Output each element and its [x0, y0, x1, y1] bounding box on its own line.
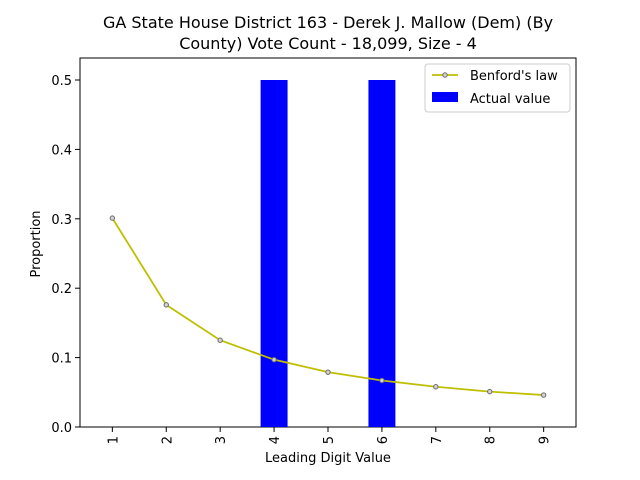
benford-point-digit-3: [217, 337, 223, 343]
legend-bar-swatch: [432, 92, 458, 102]
legend: Benford's law Actual value: [424, 63, 571, 113]
y-tick-label: 0.4: [51, 143, 72, 158]
benford-line: [111, 217, 544, 396]
x-tick-label: 3: [214, 436, 229, 444]
x-tick-label: 1: [106, 436, 121, 444]
benford-point-digit-8: [487, 388, 493, 395]
chart-title-line-1: GA State House District 163 - Derek J. M…: [103, 13, 553, 32]
legend-line-marker: [442, 72, 448, 78]
y-tick-label: 0.0: [51, 421, 72, 436]
legend-label-benford: Benford's law: [470, 69, 558, 84]
benford-point-digit-1: [109, 215, 116, 221]
legend-frame: [424, 63, 571, 113]
x-tick-label: 9: [538, 436, 553, 444]
chart-title-line-2: County) Vote Count - 18,099, Size - 4: [179, 34, 477, 53]
y-tick-label: 0.5: [51, 74, 72, 89]
benford-point-digit-6: [379, 377, 385, 384]
bar-series: [260, 80, 396, 427]
benford-point-digit-7: [433, 384, 439, 390]
y-tick-label: 0.2: [51, 282, 72, 297]
bar-digit-4: [260, 80, 288, 427]
y-axis: 0.0 0.1 0.2 0.3 0.4 0.5: [51, 74, 80, 436]
x-tick-label: 6: [376, 436, 391, 444]
y-axis-label: Proportion: [29, 210, 44, 277]
legend-label-actual: Actual value: [470, 92, 550, 107]
bar-digit-6: [368, 80, 396, 427]
x-tick-label: 8: [484, 436, 499, 444]
benford-line-series: [109, 215, 547, 398]
benford-point-digit-4: [271, 356, 277, 363]
x-axis-label: Leading Digit Value: [265, 451, 391, 466]
y-tick-label: 0.1: [51, 352, 72, 367]
benford-point-digit-9: [540, 392, 547, 398]
x-tick-label: 7: [430, 436, 445, 444]
x-tick-label: 2: [160, 436, 175, 444]
y-tick-label: 0.3: [51, 213, 72, 228]
x-tick-label: 4: [268, 436, 283, 444]
x-tick-label: 5: [322, 436, 337, 444]
benford-point-digit-5: [325, 369, 331, 375]
x-axis: 1 2 3 4 5 6 7 8 9: [106, 427, 553, 444]
benford-point-digit-2: [163, 302, 169, 308]
